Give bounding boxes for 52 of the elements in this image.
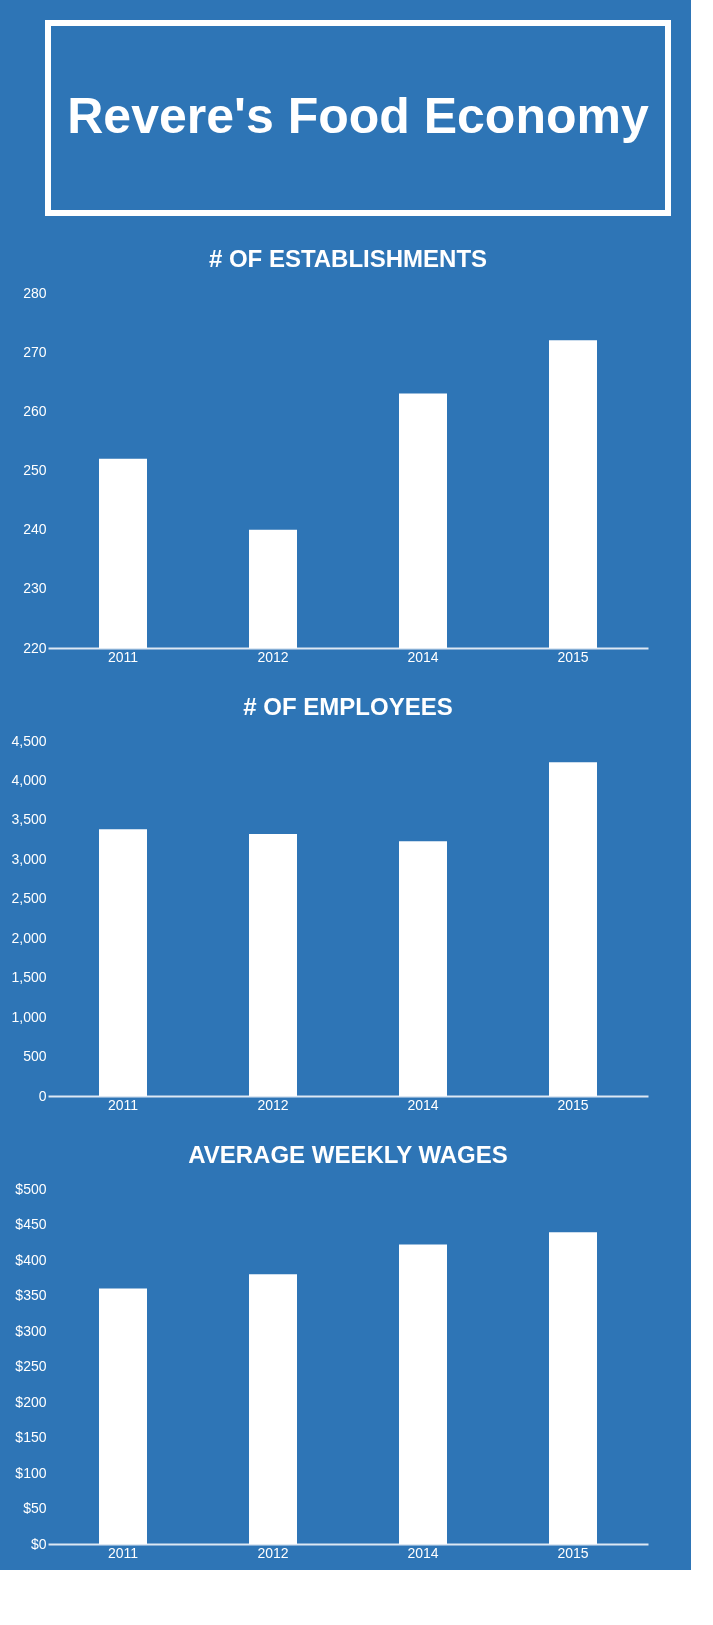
y-tick-label: 260 <box>23 402 47 419</box>
y-tick-label: 230 <box>23 580 47 597</box>
y-tick-label: $150 <box>15 1429 47 1445</box>
bar <box>99 829 147 1096</box>
y-tick-label: $450 <box>15 1216 47 1232</box>
chart-title: # OF ESTABLISHMENTS <box>208 245 488 272</box>
text: Revere's Food Economy <box>67 88 649 144</box>
y-tick-label: 270 <box>23 343 47 360</box>
x-tick-label: 2014 <box>407 1096 439 1113</box>
y-tick-label: 240 <box>23 521 47 538</box>
x-tick-label: 2012 <box>257 648 289 665</box>
y-tick-label: 0 <box>38 1087 47 1104</box>
y-tick-label: $400 <box>15 1251 47 1268</box>
y-tick-label: 220 <box>23 639 47 656</box>
y-tick-label: $0 <box>30 1535 47 1552</box>
y-tick-label: $200 <box>15 1393 47 1410</box>
x-tick-label: 2011 <box>107 1096 139 1113</box>
bar <box>249 1274 297 1544</box>
y-tick-label: $50 <box>23 1500 47 1516</box>
y-tick-label: $500 <box>15 1180 47 1197</box>
y-tick-label: 4,500 <box>11 732 47 749</box>
chart-title: # OF EMPLOYEES <box>243 693 453 720</box>
y-tick-label: $350 <box>15 1287 47 1303</box>
y-tick-label: 1,000 <box>11 1008 47 1025</box>
x-tick-label: 2015 <box>557 648 589 665</box>
y-tick-label: 3,000 <box>11 850 47 867</box>
y-tick-label: 4,000 <box>11 771 47 788</box>
x-tick-label: 2011 <box>107 648 139 665</box>
bar <box>249 834 297 1096</box>
bar <box>99 1288 147 1544</box>
y-tick-label: 280 <box>23 284 47 301</box>
y-tick-label: $300 <box>15 1322 47 1339</box>
y-tick-label: 500 <box>23 1048 47 1065</box>
x-tick-label: 2015 <box>557 1544 589 1561</box>
x-tick-label: 2014 <box>407 648 439 665</box>
y-tick-label: 250 <box>23 462 47 478</box>
bar <box>399 841 447 1096</box>
y-tick-label: 2,500 <box>11 890 47 907</box>
y-tick-label: 3,500 <box>11 811 47 828</box>
bar <box>549 762 597 1096</box>
x-tick-label: 2012 <box>257 1544 289 1561</box>
y-tick-label: $100 <box>15 1464 47 1481</box>
y-tick-label: 2,000 <box>11 929 47 946</box>
x-tick-label: 2014 <box>407 1544 439 1561</box>
x-tick-label: 2011 <box>107 1544 139 1561</box>
x-tick-label: 2015 <box>557 1096 589 1113</box>
y-tick-label: $250 <box>15 1358 47 1374</box>
bar <box>399 1244 447 1544</box>
x-tick-label: 2012 <box>257 1096 289 1113</box>
bar <box>549 1232 597 1544</box>
chart-title: AVERAGE WEEKLY WAGES <box>188 1141 508 1168</box>
y-tick-label: 1,500 <box>11 969 47 986</box>
